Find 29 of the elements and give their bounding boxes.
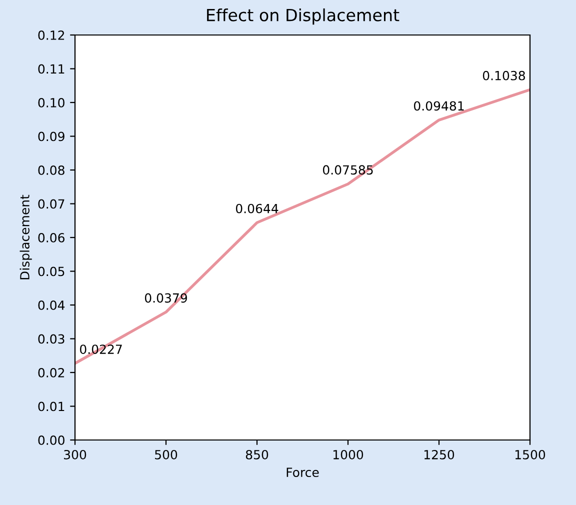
x-tick-label: 850 (246, 450, 268, 460)
x-tick-label: 1250 (424, 450, 454, 460)
x-axis-title: Force (286, 468, 319, 478)
y-tick-label: 0.02 (38, 368, 64, 378)
y-tick-label: 0.11 (38, 64, 64, 74)
y-tick-label: 0.07 (38, 199, 64, 209)
chart-title: Effect on Displacement (207, 8, 400, 25)
data-label: 0.07585 (322, 165, 373, 175)
data-label: 0.0227 (80, 344, 122, 354)
y-tick-label: 0.12 (38, 30, 64, 40)
x-tick-label: 1500 (515, 450, 546, 460)
y-tick-label: 0.00 (38, 435, 64, 445)
line-series (75, 88, 530, 365)
y-tick-label: 0.09 (38, 132, 64, 142)
y-tick-label: 0.06 (38, 232, 64, 242)
data-label: 0.0379 (144, 293, 187, 303)
y-tick-label: 0.01 (38, 402, 64, 412)
x-tick-label: 1000 (333, 450, 364, 460)
data-label: 0.0644 (236, 204, 278, 214)
data-label: 0.09481 (414, 101, 464, 111)
x-tick-label: 300 (64, 450, 86, 460)
y-axis-title: Displacement (20, 194, 32, 280)
y-tick-label: 0.08 (38, 165, 64, 175)
data-label: 0.1038 (482, 70, 525, 80)
y-tick-label: 0.05 (38, 266, 64, 276)
y-tick-label: 0.04 (38, 300, 65, 310)
x-tick-label: 500 (155, 450, 178, 460)
y-tick-label: 0.03 (38, 334, 64, 344)
y-tick-label: 0.10 (38, 98, 64, 108)
